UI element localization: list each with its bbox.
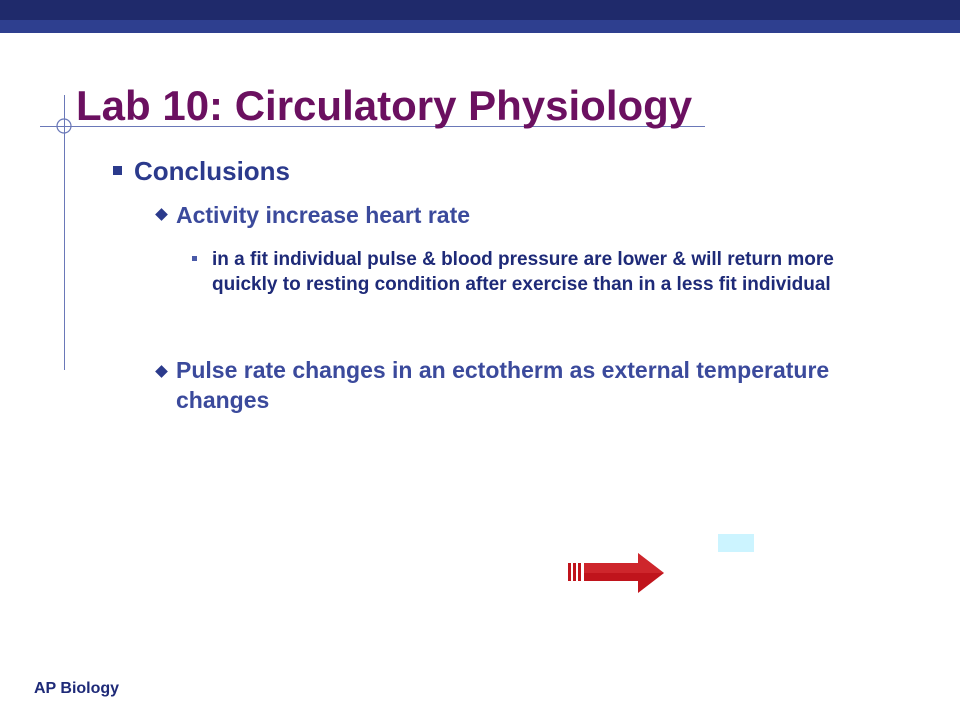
bullet-ectotherm-pulse: Pulse rate changes in an ectotherm as ex…: [176, 357, 830, 413]
slide-title: Lab 10: Circulatory Physiology: [76, 82, 693, 129]
top-banner-secondary: [0, 20, 960, 33]
small-square-bullet-icon: [192, 256, 197, 261]
top-banner: [0, 0, 960, 20]
decorative-horizontal-line: [40, 126, 705, 127]
cyan-placeholder-box: [718, 534, 754, 552]
bullet-fit-individual: in a fit individual pulse & blood pressu…: [212, 249, 834, 295]
diamond-bullet-icon: [155, 365, 168, 378]
bullet-activity-heart-rate: Activity increase heart rate: [176, 202, 471, 228]
footer-label: AP Biology: [34, 680, 120, 697]
bullet-conclusions: Conclusions: [134, 156, 291, 186]
diamond-bullet-icon: [155, 208, 168, 221]
crosshair-circle-icon: [56, 118, 72, 134]
decorative-vertical-line: [64, 95, 65, 370]
square-bullet-icon: [113, 166, 122, 175]
red-arrow-icon[interactable]: [566, 552, 666, 594]
